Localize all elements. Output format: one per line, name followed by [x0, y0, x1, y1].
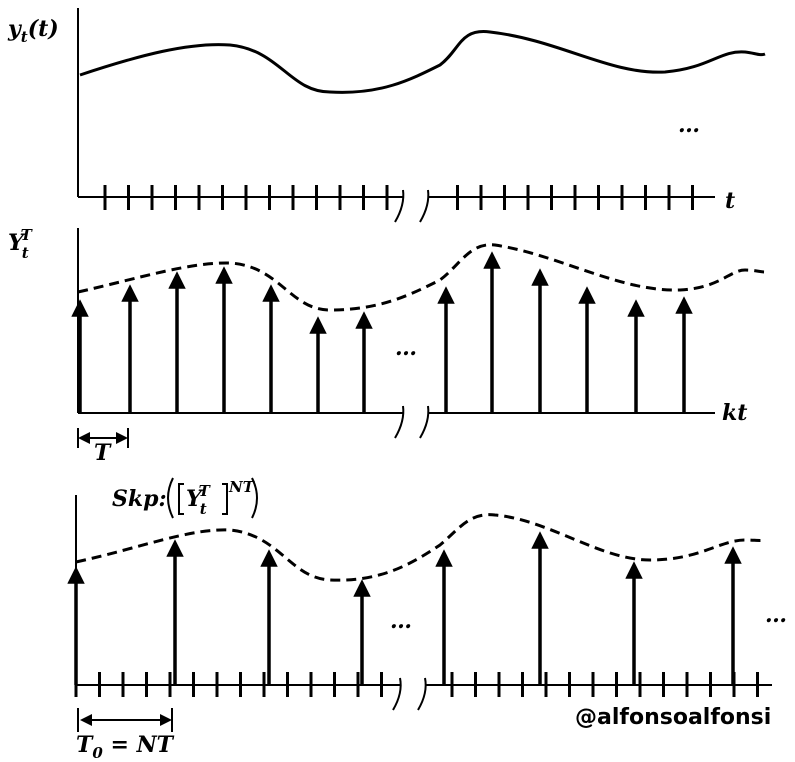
ellipsis: …	[390, 608, 412, 634]
tick-marks	[74, 672, 759, 697]
x-label: t	[725, 188, 735, 214]
panel-sampled: YtT kt … T	[8, 226, 766, 466]
parentheses	[167, 477, 258, 519]
tick-marks	[103, 185, 694, 210]
period-label: T	[94, 440, 112, 466]
panel-skipped: Skp: YtT NT … … T0 = NT @alfonsoalfonsi	[67, 477, 787, 762]
watermark: @alfonsoalfonsi	[575, 705, 771, 730]
ellipsis: …	[678, 112, 700, 138]
panel-continuous: yt(t) t …	[7, 8, 766, 223]
samples	[71, 251, 693, 413]
y-label: YtT	[8, 226, 34, 262]
axis-break	[394, 189, 430, 223]
axis-break	[392, 677, 427, 711]
envelope-curve	[77, 243, 766, 312]
brackets	[178, 483, 228, 515]
period-label: T0 = NT	[76, 732, 175, 762]
annotation: Skp: YtT NT	[112, 478, 256, 518]
x-label: kt	[722, 400, 747, 426]
axis-break	[394, 405, 430, 439]
samples	[67, 531, 742, 685]
y-label: yt(t)	[7, 16, 59, 46]
signal-curve	[79, 30, 766, 94]
ellipsis: …	[395, 335, 417, 361]
envelope-curve	[75, 513, 766, 582]
ellipsis: …	[765, 602, 787, 628]
